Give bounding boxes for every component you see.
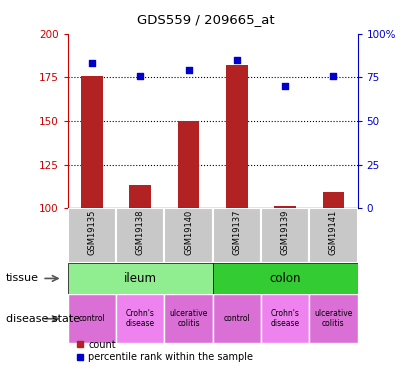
Text: GSM19137: GSM19137 — [232, 210, 241, 255]
Text: colon: colon — [269, 272, 301, 285]
Bar — [213, 208, 261, 262]
Text: GDS559 / 209665_at: GDS559 / 209665_at — [137, 13, 274, 26]
Bar — [164, 294, 213, 343]
Text: GSM19139: GSM19139 — [281, 210, 290, 255]
Bar — [213, 294, 261, 343]
Text: control: control — [79, 314, 105, 323]
Point — [282, 83, 289, 89]
Bar — [116, 208, 164, 262]
Point — [185, 68, 192, 74]
Point — [233, 57, 240, 63]
Bar — [81, 76, 103, 208]
Bar — [213, 262, 358, 294]
Text: GSM19135: GSM19135 — [88, 210, 97, 255]
Bar — [261, 294, 309, 343]
Bar — [309, 208, 358, 262]
Bar — [178, 121, 199, 208]
Bar — [68, 208, 116, 262]
Text: disease state: disease state — [6, 314, 80, 324]
Text: ulcerative
colitis: ulcerative colitis — [314, 309, 353, 328]
Legend: count, percentile rank within the sample: count, percentile rank within the sample — [73, 336, 257, 366]
Text: Crohn's
disease: Crohn's disease — [126, 309, 155, 328]
Text: GSM19141: GSM19141 — [329, 210, 338, 255]
Point — [330, 73, 337, 79]
Bar — [261, 208, 309, 262]
Text: tissue: tissue — [6, 273, 39, 284]
Bar — [323, 192, 344, 208]
Text: GSM19138: GSM19138 — [136, 210, 145, 255]
Bar — [129, 186, 151, 208]
Text: Crohn's
disease: Crohn's disease — [270, 309, 300, 328]
Point — [89, 60, 95, 66]
Text: ulcerative
colitis: ulcerative colitis — [169, 309, 208, 328]
Bar — [68, 262, 213, 294]
Point — [137, 73, 143, 79]
Bar — [274, 206, 296, 208]
Bar — [116, 294, 164, 343]
Bar — [164, 208, 213, 262]
Bar — [226, 65, 248, 208]
Text: ileum: ileum — [124, 272, 157, 285]
Text: GSM19140: GSM19140 — [184, 210, 193, 255]
Text: control: control — [224, 314, 250, 323]
Bar — [309, 294, 358, 343]
Bar — [68, 294, 116, 343]
